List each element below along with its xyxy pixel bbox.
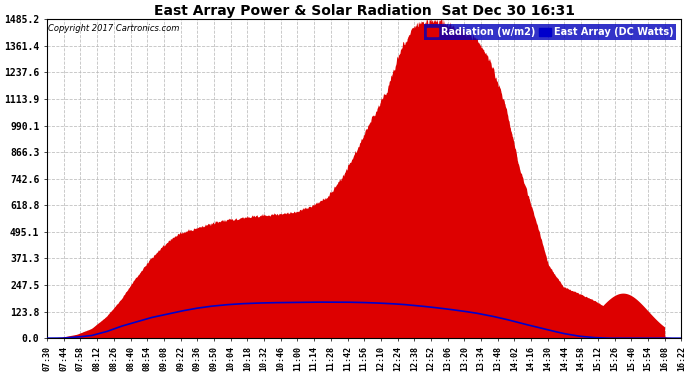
Legend: Radiation (w/m2), East Array (DC Watts): Radiation (w/m2), East Array (DC Watts) bbox=[424, 24, 676, 40]
Text: Copyright 2017 Cartronics.com: Copyright 2017 Cartronics.com bbox=[48, 24, 179, 33]
Title: East Array Power & Solar Radiation  Sat Dec 30 16:31: East Array Power & Solar Radiation Sat D… bbox=[154, 4, 575, 18]
